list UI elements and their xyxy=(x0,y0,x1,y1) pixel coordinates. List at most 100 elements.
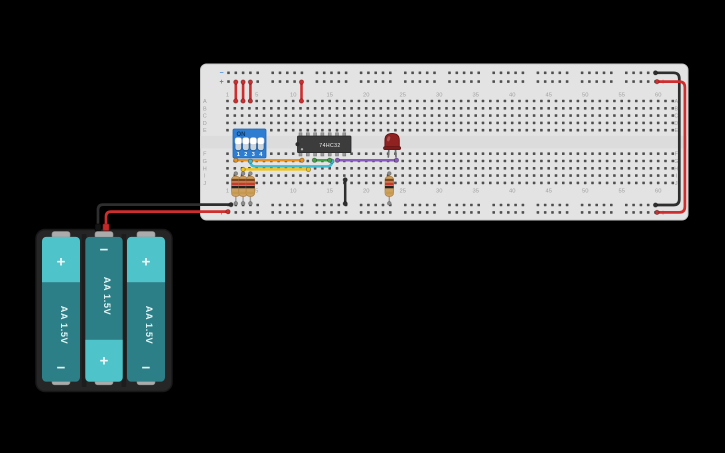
resistor-4[interactable] xyxy=(384,171,394,206)
breadboard-hole xyxy=(306,159,310,163)
breadboard-hole xyxy=(381,203,385,207)
breadboard-hole xyxy=(554,114,558,117)
breadboard-hole xyxy=(394,99,397,103)
breadboard-hole xyxy=(492,80,495,83)
breadboard-hole xyxy=(664,121,667,125)
led-red[interactable] xyxy=(383,132,402,158)
breadboard-hole xyxy=(394,121,397,125)
breadboard-hole xyxy=(595,203,598,207)
breadboard-hole xyxy=(551,203,554,207)
breadboard-hole xyxy=(226,159,229,163)
column-number-label: 15 xyxy=(326,188,332,194)
breadboard-hole xyxy=(234,211,238,214)
wire-cyan[interactable] xyxy=(249,159,334,168)
breadboard-hole xyxy=(293,80,296,83)
dip-slider-4[interactable] xyxy=(257,137,265,151)
breadboard-hole xyxy=(625,80,628,83)
breadboard-hole xyxy=(459,107,463,110)
battery-cell-3[interactable] xyxy=(127,236,165,382)
breadboard-hole xyxy=(445,99,448,103)
breadboard-hole xyxy=(313,174,317,177)
breadboard-hole xyxy=(226,174,229,177)
breadboard-hole xyxy=(664,181,667,185)
breadboard-hole xyxy=(364,99,368,103)
breadboard-hole xyxy=(459,181,463,185)
breadboard-hole xyxy=(562,159,565,163)
breadboard-hole xyxy=(620,174,623,177)
breadboard-hole xyxy=(359,211,363,214)
breadboard-hole xyxy=(569,174,572,177)
breadboard-hole xyxy=(364,114,368,117)
wire-black-battery[interactable] xyxy=(96,203,233,230)
breadboard-hole xyxy=(547,159,550,163)
dip-slider-2[interactable] xyxy=(242,137,250,151)
breadboard-hole xyxy=(521,211,525,214)
dip-switch[interactable]: ON 1 2 3 4 xyxy=(232,128,267,159)
breadboard-hole xyxy=(620,114,623,117)
breadboard-hole xyxy=(335,121,339,125)
breadboard-hole xyxy=(583,159,587,163)
breadboard-hole xyxy=(408,181,412,185)
breadboard-hole xyxy=(474,114,477,117)
breadboard-hole xyxy=(226,167,229,170)
breadboard-hole xyxy=(565,211,569,214)
breadboard-hole xyxy=(350,167,353,170)
wire-orange-endpoint xyxy=(233,157,239,163)
breadboard-hole xyxy=(226,107,229,110)
dip-slider-1[interactable] xyxy=(234,137,242,151)
breadboard-hole xyxy=(562,174,565,177)
breadboard-hole xyxy=(580,203,584,207)
resistor-3[interactable] xyxy=(245,171,256,206)
column-number-label: 25 xyxy=(399,188,405,194)
breadboard-hole xyxy=(335,174,339,177)
breadboard-hole xyxy=(642,99,645,103)
battery-cell-1[interactable] xyxy=(42,236,80,382)
resistor-band xyxy=(238,185,248,189)
breadboard-hole xyxy=(598,128,602,132)
breadboard-hole xyxy=(540,167,543,170)
breadboard-hole xyxy=(532,114,536,117)
breadboard-hole xyxy=(423,152,426,155)
breadboard-hole xyxy=(313,128,317,132)
breadboard-hole xyxy=(496,121,499,125)
resistor-lead-endpoint xyxy=(240,171,246,176)
breadboard-hole xyxy=(554,181,558,185)
breadboard-hole xyxy=(580,80,584,83)
breadboard-hole xyxy=(423,159,426,163)
breadboard-hole xyxy=(423,114,426,117)
breadboard-hole xyxy=(525,159,529,163)
wire-red-right[interactable] xyxy=(655,80,687,214)
breadboard-hole xyxy=(364,128,368,132)
breadboard-hole xyxy=(613,128,616,132)
wire-black-right[interactable] xyxy=(654,71,681,207)
breadboard[interactable]: 1155101015152020252530303535404045455050… xyxy=(200,63,689,221)
resistor-lead-endpoint xyxy=(248,171,253,176)
breadboard-hole xyxy=(639,211,643,214)
battery-cell-2[interactable] xyxy=(85,236,123,382)
resistor-band xyxy=(231,191,241,195)
breadboard-hole xyxy=(588,80,591,83)
breadboard-hole xyxy=(335,114,339,117)
ic-74hc32[interactable]: 74HC32 xyxy=(295,132,352,157)
resistor-2[interactable] xyxy=(238,171,248,206)
breadboard-hole xyxy=(492,71,495,75)
breadboard-hole xyxy=(379,114,383,117)
breadboard-hole xyxy=(452,114,456,117)
battery-pack[interactable]: + − AA 1.5V − + AA 1.5V + − AA 1.5V xyxy=(35,223,173,393)
breadboard-hole xyxy=(452,121,456,125)
resistor-band xyxy=(246,178,255,182)
led-body[interactable] xyxy=(384,132,400,149)
column-number-label: 55 xyxy=(618,93,624,99)
breadboard-hole xyxy=(576,181,580,185)
breadboard-hole xyxy=(576,128,580,132)
breadboard-hole xyxy=(306,114,310,117)
resistor-1[interactable] xyxy=(231,171,241,206)
dip-slider-3[interactable] xyxy=(249,137,257,151)
wire-red-battery[interactable] xyxy=(104,210,230,230)
breadboard-hole xyxy=(270,128,273,132)
breadboard-hole xyxy=(620,107,623,110)
breadboard-hole xyxy=(350,107,353,110)
breadboard-hole xyxy=(404,203,407,207)
row-letter-label: D xyxy=(674,121,678,127)
